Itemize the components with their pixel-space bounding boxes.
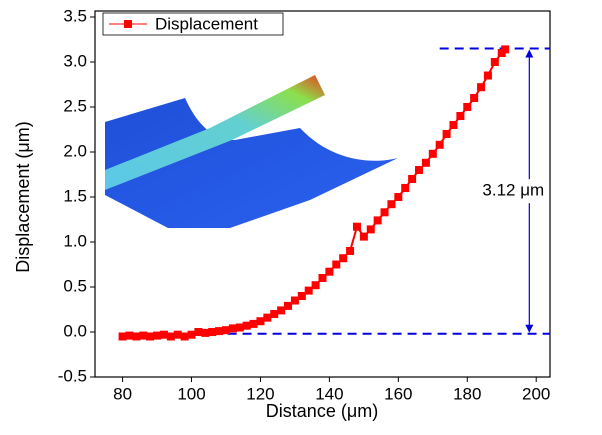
data-point [167,333,175,341]
data-point [429,150,437,158]
data-point [146,333,154,341]
data-point [181,333,189,341]
data-point [470,94,478,102]
data-point [353,223,361,231]
data-point [215,327,223,335]
data-point [250,320,258,328]
data-point [174,331,182,339]
data-point [201,329,209,337]
x-tick-label: 180 [453,384,481,403]
annotation: 3.12 μm [482,181,544,200]
data-point [325,268,333,276]
x-axis-title: Distance (μm) [266,401,378,421]
x-tick-label: 140 [315,384,343,403]
data-point [229,324,237,332]
data-point [415,166,423,174]
data-point [449,121,457,129]
y-tick-label: 2.0 [63,141,87,160]
data-point [270,310,278,318]
data-point [367,225,375,233]
data-point [256,317,264,325]
data-point [160,331,168,339]
data-point [408,175,416,183]
data-point [332,261,340,269]
data-point [436,141,444,149]
data-point [477,83,485,91]
inset-image [105,75,398,228]
legend-label: Displacement [155,14,258,33]
x-tick-label: 100 [177,384,205,403]
data-point [491,58,499,66]
data-point [298,292,306,300]
data-point [501,45,509,53]
y-tick-label: 1.5 [63,186,87,205]
data-point [222,326,230,334]
y-tick-label: 3.0 [63,51,87,70]
y-axis-title: Displacement (μm) [13,121,33,272]
data-point [422,159,430,167]
x-tick-label: 120 [246,384,274,403]
data-point [243,322,251,330]
data-point [236,324,244,332]
data-point [401,184,409,192]
x-tick-label: 200 [522,384,550,403]
data-point [284,302,292,310]
data-point [394,193,402,201]
data-point [463,103,471,111]
chart: Distance (μm) Displacement (μm) 80 100 120… [0,0,602,435]
data-point [360,233,368,241]
y-tick-label: 0.5 [63,276,87,295]
data-point [194,328,202,336]
data-point [277,306,285,314]
y-tick-label: 3.5 [63,6,87,25]
data-point [381,208,389,216]
data-point [208,328,216,336]
x-tick-label: 80 [113,384,132,403]
page: {"chart_data": {"type": "line", "x_label… [0,0,602,435]
y-tick-label: 2.5 [63,96,87,115]
data-point [119,333,127,341]
data-point [132,333,140,341]
data-point [188,331,196,339]
data-point [484,72,492,80]
data-point [263,314,271,322]
arrow-head [525,325,533,333]
data-point [291,297,299,305]
data-point [305,287,313,295]
legend-marker [124,20,132,28]
data-point [387,200,395,208]
data-point [443,130,451,138]
x-tick-label: 160 [384,384,412,403]
data-point [346,247,354,255]
data-point [125,332,133,340]
data-point [339,254,347,262]
y-tick-label: 1.0 [63,231,87,250]
data-point [312,281,320,289]
y-tick-label: -0.5 [58,366,87,385]
data-point [456,112,464,120]
data-point [374,216,382,224]
data-point [139,332,147,340]
data-point [153,332,161,340]
y-tick-label: 0.0 [63,321,87,340]
data-point [319,274,327,282]
arrow-head [525,50,533,58]
